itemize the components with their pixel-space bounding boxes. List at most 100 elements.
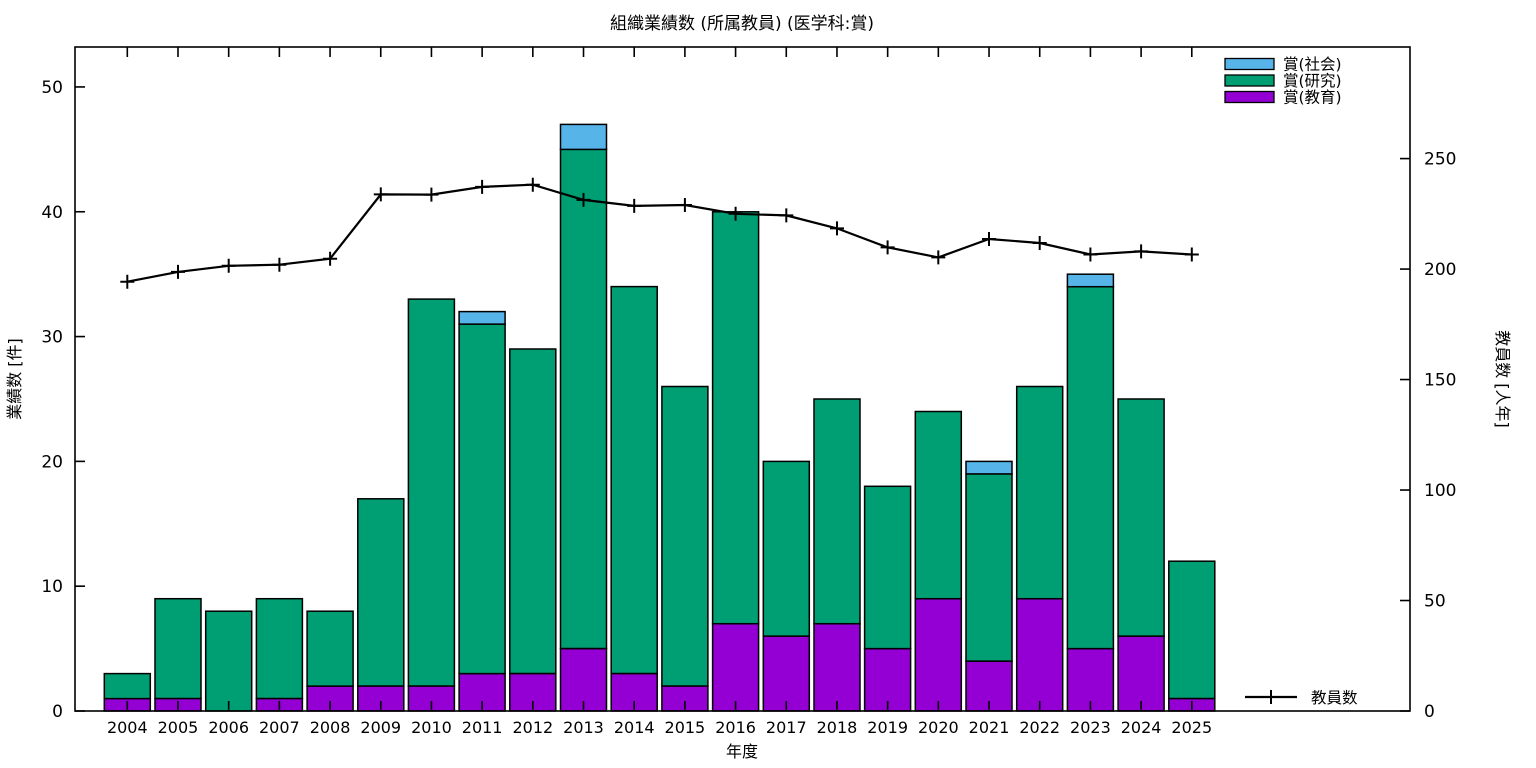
legend-layer: 賞(社会)賞(研究)賞(教育) 教員数: [1224, 56, 1358, 707]
bar-segment: [559, 148, 608, 650]
legend-swatch: [1224, 90, 1275, 104]
x-axis-label: 年度: [726, 742, 758, 761]
legend-label: 賞(教育): [1283, 89, 1342, 107]
x-axis-tick-label: 2017: [766, 718, 807, 737]
bar-segment: [1066, 273, 1115, 288]
line-marker-plus: [931, 250, 946, 265]
bar-segment: [661, 385, 709, 687]
right-axis-tick-label: 250: [1424, 150, 1456, 170]
bar-segment: [1117, 398, 1165, 637]
x-axis-tick-label: 2012: [512, 718, 553, 737]
legend-swatch: [1224, 74, 1275, 87]
x-axis-tick-label: 2004: [107, 718, 148, 737]
bar-segment: [965, 473, 1013, 662]
bar-segment: [762, 460, 811, 637]
axes-frame-layer: [74, 46, 1411, 712]
bar-segment: [103, 672, 152, 700]
x-axis-tick-label: 2014: [614, 718, 655, 737]
legend-label: 賞(研究): [1283, 72, 1342, 90]
x-axis-tick-label: 2025: [1171, 718, 1212, 737]
x-axis-tick-label: 2020: [918, 718, 959, 737]
bar-segment: [1066, 285, 1115, 650]
x-axis-tick-label: 2024: [1121, 718, 1162, 737]
text-layer: 組織業績数 (所属教員) (医学科:賞) 年度 業績数 [件] 教員数 [人年]…: [5, 14, 1512, 761]
bar-segment: [813, 398, 861, 625]
right-axis-tick-label: 200: [1424, 260, 1456, 280]
bar-segment: [965, 460, 1013, 475]
line-marker-plus: [830, 221, 844, 236]
bar-segment: [204, 610, 253, 712]
x-axis-tick-label: 2006: [208, 718, 249, 737]
x-axis-tick-label: 2011: [462, 718, 503, 737]
right-axis-tick-label: 50: [1424, 592, 1446, 612]
left-axis-tick-label: 0: [52, 702, 63, 722]
x-axis-tick-label: 2009: [360, 718, 401, 737]
bar-segment: [762, 635, 811, 712]
y-axis-label-right: 教員数 [人年]: [1493, 330, 1512, 428]
x-axis-tick-label: 2008: [310, 718, 351, 737]
line-marker-plus: [475, 179, 490, 194]
x-axis-tick-label: 2005: [158, 718, 199, 737]
bar-segment: [711, 622, 760, 712]
faculty-count-line: [127, 183, 1192, 283]
x-axis-tick-label: 2018: [817, 718, 858, 737]
bar-segment: [509, 348, 557, 675]
bar-segment: [1015, 597, 1064, 712]
left-axis-tick-label: 50: [41, 78, 63, 98]
line-marker-plus: [576, 192, 591, 207]
line-marker-plus: [1184, 247, 1199, 262]
x-axis-tick-label: 2021: [969, 718, 1010, 737]
line-marker-plus: [424, 187, 439, 202]
bar-segment: [711, 211, 760, 625]
legend-line-label: 教員数: [1311, 689, 1358, 707]
chart-title: 組織業績数 (所属教員) (医学科:賞): [610, 14, 874, 34]
bar-segment: [863, 647, 912, 712]
line-marker-plus: [982, 232, 996, 246]
bar-layer: [103, 123, 1216, 712]
x-axis-tick-label: 2016: [715, 718, 756, 737]
line-marker-plus: [171, 264, 185, 279]
bar-segment: [407, 298, 456, 687]
bar-segment: [863, 485, 912, 650]
bar-segment: [1117, 635, 1165, 712]
line-marker-plus: [728, 206, 743, 221]
line-marker-plus: [1032, 236, 1047, 250]
bar-segment: [255, 597, 304, 700]
right-axis-tick-label: 150: [1424, 371, 1456, 391]
line-marker-plus: [525, 177, 540, 192]
bar-segment: [357, 498, 405, 687]
bar-segment: [914, 597, 963, 712]
legend-line-marker: [1264, 690, 1278, 704]
line-marker-plus: [779, 208, 794, 223]
bar-segment: [813, 622, 861, 712]
bar-segment: [610, 285, 658, 675]
legend-label: 賞(社会): [1283, 56, 1342, 74]
bar-segment: [154, 597, 202, 700]
bar-segment: [306, 610, 354, 687]
line-marker-plus: [323, 251, 338, 266]
bar-segment: [458, 310, 506, 325]
x-axis-tick-label: 2022: [1019, 718, 1060, 737]
line-marker-plus: [677, 198, 692, 212]
legend-swatch: [1224, 57, 1275, 71]
bar-segment: [1168, 560, 1216, 700]
line-marker-plus: [272, 257, 287, 272]
left-axis-tick-label: 10: [41, 577, 63, 597]
line-marker-plus: [1083, 247, 1098, 262]
line-marker-plus: [627, 198, 642, 213]
right-axis-tick-label: 0: [1424, 702, 1435, 722]
line-marker-plus: [1134, 244, 1149, 259]
bar-segment: [914, 410, 963, 600]
x-axis-tick-label: 2013: [563, 718, 604, 737]
bar-segment: [458, 323, 506, 675]
x-axis-tick-label: 2010: [411, 718, 452, 737]
line-marker-plus: [373, 187, 388, 202]
x-axis-tick-label: 2007: [259, 718, 300, 737]
left-axis-tick-label: 20: [41, 452, 63, 472]
faculty-line-layer: [120, 177, 1199, 289]
bar-segment: [559, 123, 608, 151]
line-marker-plus: [120, 274, 135, 289]
right-axis-tick-label: 100: [1424, 481, 1456, 501]
line-marker-plus: [880, 240, 895, 255]
